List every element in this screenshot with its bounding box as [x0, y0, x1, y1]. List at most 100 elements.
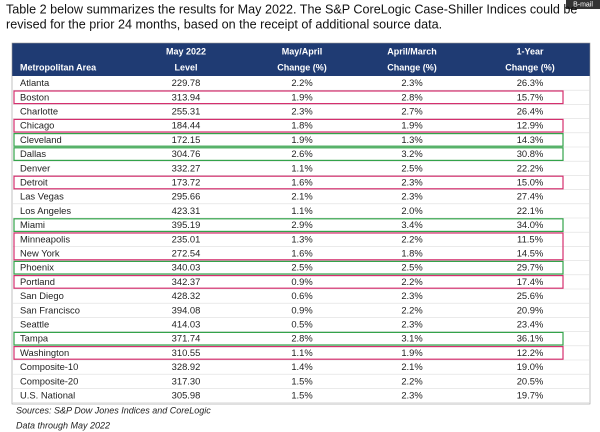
cell: 1.5%: [291, 375, 312, 386]
cell: 26.3%: [517, 77, 544, 88]
column-header: April/March: [387, 46, 437, 56]
highlight-box: [13, 232, 564, 261]
cell: 25.6%: [517, 290, 544, 301]
cell: 36.1%: [517, 333, 544, 344]
cell: 3.1%: [401, 333, 422, 344]
row-label: Atlanta: [20, 77, 50, 88]
cell: 2.2%: [401, 304, 422, 315]
column-header: 1-Year: [516, 46, 544, 56]
cell: 1.8%: [291, 120, 312, 131]
intro-line: revised for the prior 24 months, based o…: [6, 17, 442, 31]
row-label: Charlotte: [20, 105, 58, 116]
cell: 20.5%: [517, 375, 544, 386]
cell: 295.66: [172, 191, 201, 202]
cell: 2.3%: [401, 389, 422, 400]
highlight-box: [13, 90, 564, 105]
cell: 1.1%: [291, 347, 312, 358]
row-label: Tampa: [20, 333, 49, 344]
cell: 2.7%: [401, 105, 422, 116]
column-header: May 2022: [166, 46, 206, 56]
row-label: Composite-10: [20, 361, 78, 372]
cell: 2.0%: [401, 205, 422, 216]
cell: 14.3%: [517, 134, 544, 145]
cell: 15.7%: [517, 91, 544, 102]
cell: 1.9%: [291, 91, 312, 102]
cell: 3.4%: [401, 219, 422, 230]
cell: 34.0%: [517, 219, 544, 230]
cell: 395.19: [172, 219, 201, 230]
cell: 1.6%: [291, 176, 312, 187]
table-border: [11, 42, 591, 405]
column-header: May/April: [282, 46, 323, 56]
cell: 3.2%: [401, 148, 422, 159]
cell: 342.37: [172, 276, 201, 287]
row-label: Chicago: [20, 120, 54, 131]
cell: 172.15: [172, 134, 201, 145]
row-label: U.S. National: [20, 389, 75, 400]
cell: 0.6%: [291, 290, 312, 301]
row-label: Boston: [20, 91, 49, 102]
cell: 1.6%: [291, 247, 312, 258]
row-label: Portland: [20, 276, 55, 287]
cell: 255.31: [172, 105, 201, 116]
cell: 0.9%: [291, 276, 312, 287]
row-label: Seattle: [20, 318, 49, 329]
cell: 22.1%: [517, 205, 544, 216]
cell: 0.5%: [291, 318, 312, 329]
cell: 394.08: [172, 304, 201, 315]
highlight-box: [13, 175, 564, 190]
cell: 12.9%: [517, 120, 544, 131]
cell: 23.4%: [517, 318, 544, 329]
cell: 2.2%: [401, 375, 422, 386]
cell: 229.78: [172, 77, 201, 88]
cell: 340.03: [172, 262, 201, 273]
cell: 27.4%: [517, 191, 544, 202]
cell: 1.1%: [291, 162, 312, 173]
cell: 1.9%: [401, 347, 422, 358]
cell: 14.5%: [517, 247, 544, 258]
cell: 2.2%: [401, 233, 422, 244]
cell: 2.3%: [291, 105, 312, 116]
cell: 2.3%: [401, 77, 422, 88]
tag-box: [566, 0, 600, 9]
cell: 2.3%: [401, 290, 422, 301]
cell: 184.44: [172, 120, 201, 131]
cell: 1.5%: [291, 389, 312, 400]
cell: 26.4%: [517, 105, 544, 116]
intro-line: Table 2 below summarizes the results for…: [6, 2, 577, 16]
row-label: Dallas: [20, 148, 46, 159]
cell: 20.9%: [517, 304, 544, 315]
cell: 304.76: [172, 148, 201, 159]
column-header: Change (%): [277, 62, 327, 72]
cell: 2.3%: [401, 318, 422, 329]
row-label: Minneapolis: [20, 233, 70, 244]
cell: 29.7%: [517, 262, 544, 273]
row-label: Cleveland: [20, 134, 62, 145]
cell: 19.0%: [517, 361, 544, 372]
cell: 1.1%: [291, 205, 312, 216]
cell: 22.2%: [517, 162, 544, 173]
cell: 11.5%: [517, 233, 543, 244]
highlight-box: [13, 133, 564, 147]
highlight-box: [13, 147, 564, 162]
cell: 12.2%: [517, 347, 544, 358]
cell: 310.55: [172, 347, 201, 358]
row-label: Los Angeles: [20, 205, 71, 216]
cell: 2.5%: [291, 262, 312, 273]
row-label: Denver: [20, 162, 50, 173]
highlight-box: [13, 331, 564, 346]
column-header: Change (%): [505, 62, 555, 72]
row-label: Phoenix: [20, 262, 54, 273]
cell: 1.8%: [401, 247, 422, 258]
row-label: San Francisco: [20, 304, 80, 315]
cell: 19.7%: [517, 389, 544, 400]
cell: 1.9%: [291, 134, 312, 145]
highlight-box: [13, 346, 564, 360]
cell: 328.92: [172, 361, 201, 372]
cell: 2.3%: [401, 191, 422, 202]
cell: 1.3%: [291, 233, 312, 244]
row-label: New York: [20, 247, 60, 258]
source-note: Sources: S&P Dow Jones Indices and CoreL…: [16, 405, 211, 415]
row-label: San Diego: [20, 290, 64, 301]
